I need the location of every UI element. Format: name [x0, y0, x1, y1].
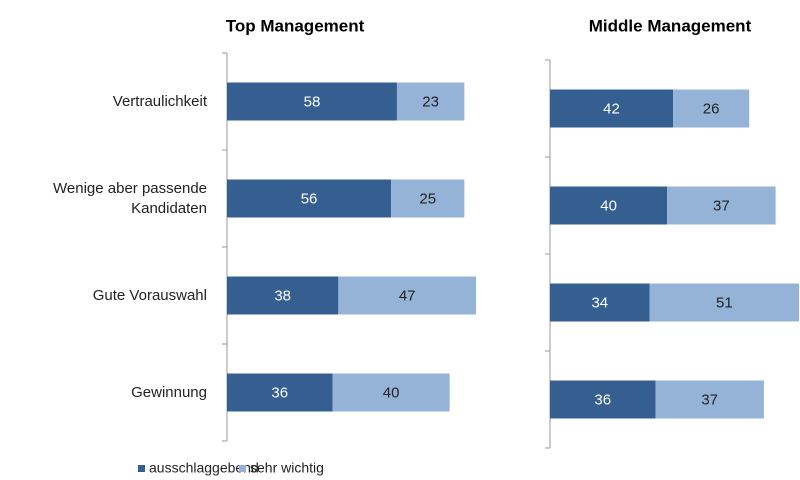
category-label: Vertraulichkeit: [112, 92, 207, 110]
bar-segment: [550, 186, 668, 225]
value-label: 26: [703, 100, 720, 117]
bar-segment: [227, 276, 339, 315]
value-label: 37: [713, 197, 730, 214]
category-label: Gute Vorauswahl: [92, 286, 207, 304]
legend-label: sehr wichtig: [250, 460, 324, 476]
chart-title: Top Management: [226, 16, 365, 35]
bar-segment: [667, 186, 776, 225]
value-label: 23: [422, 93, 439, 110]
bar-segment: [396, 82, 465, 121]
bar-segment: [649, 283, 800, 322]
value-label: 36: [594, 391, 611, 408]
value-label: 58: [304, 93, 321, 110]
bar-segment: [227, 179, 392, 218]
value-label: 36: [271, 384, 288, 401]
bar-segment: [227, 82, 397, 121]
value-label: 47: [399, 287, 416, 304]
bar-segment: [673, 89, 750, 128]
value-label: 25: [419, 190, 436, 207]
bar-segment: [550, 89, 674, 128]
legend-label: ausschlaggebend: [149, 460, 259, 476]
legend-swatch: [239, 465, 246, 472]
value-label: 42: [603, 100, 620, 117]
bar-segment: [332, 373, 450, 412]
value-label: 34: [591, 294, 608, 311]
bar-segment: [655, 380, 764, 419]
category-label: Wenige aber passende Kandidaten: [53, 179, 207, 217]
value-label: 38: [274, 287, 291, 304]
legend-swatch: [138, 465, 145, 472]
category-label: Gewinnung: [131, 383, 207, 401]
value-label: 51: [716, 294, 733, 311]
value-label: 40: [383, 384, 400, 401]
value-label: 56: [301, 190, 318, 207]
chart-title: Middle Management: [589, 16, 752, 35]
value-label: 37: [701, 391, 718, 408]
bar-segment: [338, 276, 477, 315]
bar-segment: [227, 373, 333, 412]
bar-segment: [391, 179, 465, 218]
value-label: 40: [600, 197, 617, 214]
bar-segment: [550, 380, 656, 419]
bar-segment: [550, 283, 650, 322]
